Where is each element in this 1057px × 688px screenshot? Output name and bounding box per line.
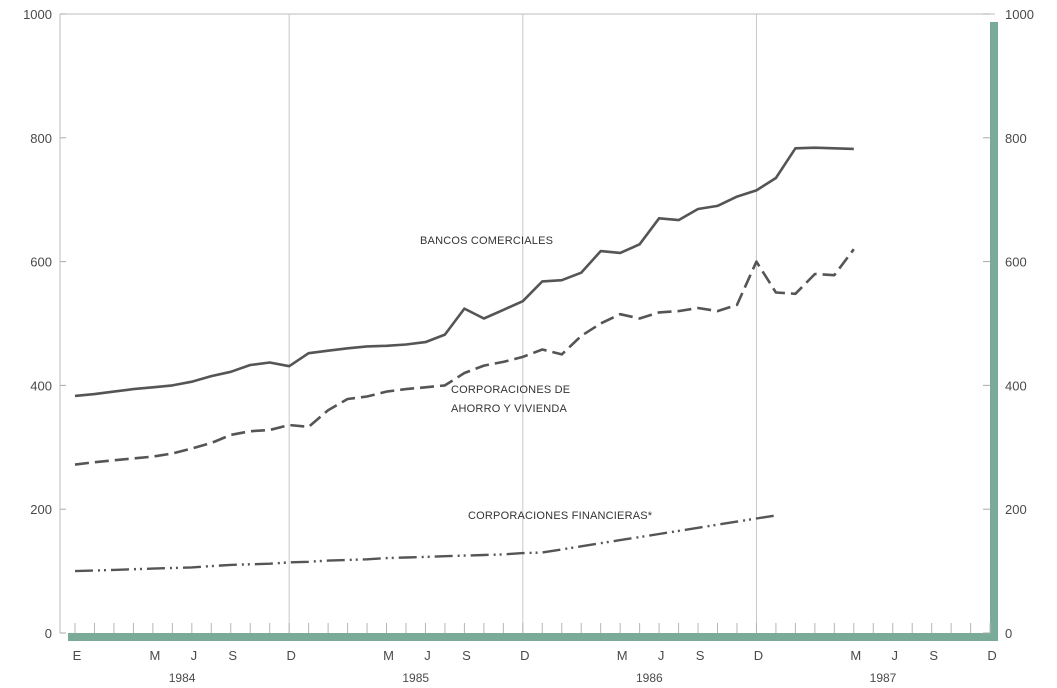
series-line — [74, 248, 855, 466]
series-label: CORPORACIONES FINANCIERAS* — [468, 510, 653, 522]
y-tick-label-right: 1000 — [1005, 7, 1034, 22]
month-tick-label: J — [658, 648, 665, 663]
series-label: BANCOS COMERCIALES — [420, 235, 553, 247]
y-tick-label-right: 800 — [1005, 131, 1027, 146]
month-tick-label: M — [850, 648, 861, 663]
right-axis-bar — [990, 22, 998, 639]
month-tick-label: M — [617, 648, 628, 663]
month-tick-label: J — [424, 648, 431, 663]
month-tick-label: D — [987, 648, 996, 663]
month-tick-label: M — [149, 648, 160, 663]
series-label: CORPORACIONES DE — [451, 384, 570, 396]
month-tick-label: S — [228, 648, 237, 663]
series-lines — [74, 146, 855, 573]
series-line — [74, 146, 854, 398]
axes: 0 200 400 600 800 1000 0 200 400 600 800 1000 E M J S D M… — [23, 7, 1034, 685]
y-tick-label-right: 600 — [1005, 255, 1027, 270]
month-tick-label: J — [891, 648, 898, 663]
year-label: 1985 — [402, 671, 429, 685]
bottom-axis-bar — [68, 633, 998, 641]
month-tick-label: S — [462, 648, 471, 663]
y-tick-label-right: 0 — [1005, 626, 1012, 641]
y-tick-label-right: 400 — [1005, 378, 1027, 393]
month-tick-label: S — [929, 648, 938, 663]
series-line — [74, 514, 777, 573]
year-label: 1986 — [636, 671, 663, 685]
y-tick-label-left: 800 — [30, 131, 52, 146]
y-tick-label-left: 200 — [30, 502, 52, 517]
month-tick-label: D — [754, 648, 763, 663]
y-tick-label-left: 1000 — [23, 7, 52, 22]
y-tick-label-left: 600 — [30, 255, 52, 270]
y-tick-label-right: 200 — [1005, 502, 1027, 517]
month-tick-label: D — [520, 648, 529, 663]
month-tick-label: D — [286, 648, 295, 663]
series-labels: BANCOS COMERCIALES CORPORACIONES DE AHORRO… — [420, 235, 653, 522]
y-tick-label-left: 0 — [45, 626, 52, 641]
month-tick-label: E — [73, 648, 82, 663]
year-label: 1987 — [870, 671, 897, 685]
y-tick-label-left: 400 — [30, 378, 52, 393]
grid-lines — [59, 13, 995, 633]
month-tick-label: M — [383, 648, 394, 663]
year-label: 1984 — [169, 671, 196, 685]
series-label: AHORRO Y VIVIENDA — [451, 403, 568, 415]
month-tick-label: S — [696, 648, 705, 663]
month-tick-label: J — [191, 648, 198, 663]
